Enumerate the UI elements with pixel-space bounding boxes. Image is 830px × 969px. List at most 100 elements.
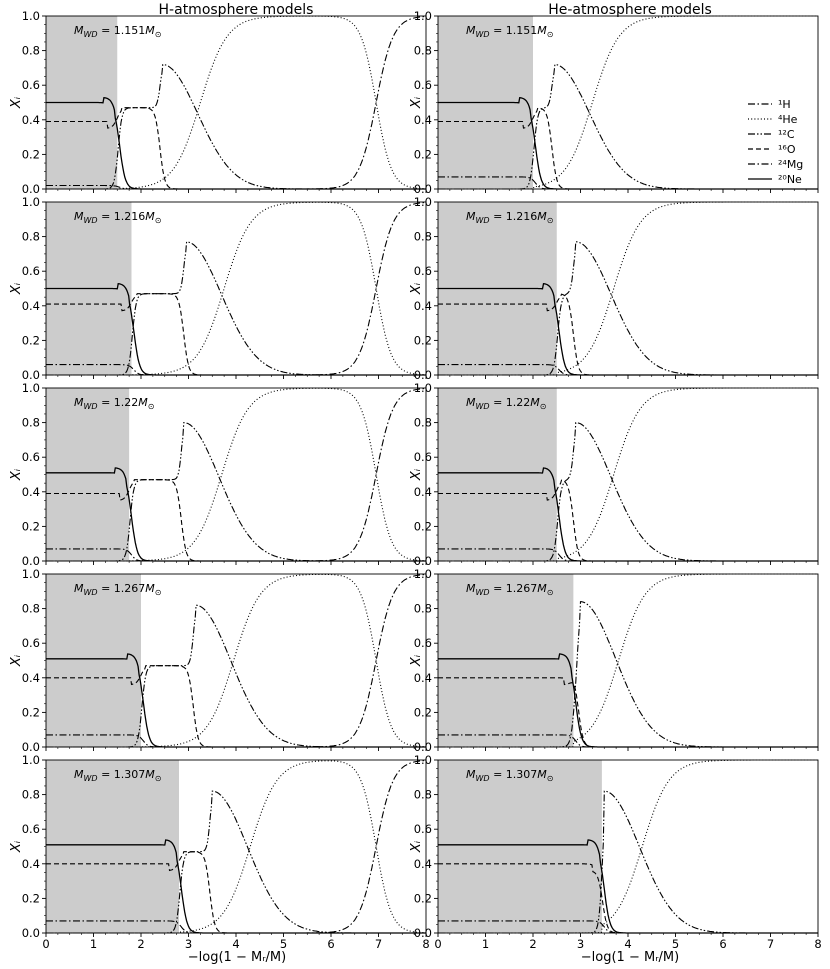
y-tick-label: 1.0 — [22, 9, 40, 23]
y-tick-label: 0.0 — [22, 740, 40, 754]
core-shade — [438, 760, 602, 933]
y-tick-label: 0.0 — [22, 926, 40, 940]
panel-h-1-22: 0.0 0.2 0.4 0.6 0.8 1.0 Xᵢ MWD = 1.22M⊙ — [9, 381, 427, 568]
y-tick-label: 0.4 — [414, 857, 432, 871]
y-tick-label: 0.2 — [22, 147, 40, 161]
panel-h-1-151: 0.0 0.2 0.4 0.6 0.8 1.0 Xᵢ MWD = 1.151M⊙ — [9, 9, 427, 196]
legend: ¹H ⁴He ¹²C ¹⁶O ²⁴Mg ²⁰Ne — [748, 98, 803, 186]
x-tick-label: 3 — [185, 937, 192, 951]
x-tick-label: 7 — [767, 937, 774, 951]
y-tick-label: 1.0 — [22, 195, 40, 209]
panel-he-1-307: 0.0 0.2 0.4 0.6 0.8 1.0 0 1 2 3 4 5 6 7 8 Xᵢ MWD = 1.307… — [409, 753, 822, 951]
y-tick-label: 0.4 — [22, 485, 40, 499]
y-tick-label: 0.8 — [22, 602, 40, 616]
x-tick-label: 5 — [672, 937, 679, 951]
y-tick-label: 0.8 — [22, 230, 40, 244]
y-tick-label: 0.6 — [414, 78, 432, 92]
y-tick-label: 0.2 — [22, 519, 40, 533]
y-tick-label: 0.8 — [414, 788, 432, 802]
x-axis-label-right: −log(1 − Mᵣ/M) — [581, 950, 679, 965]
core-shade — [438, 574, 574, 747]
x-tick-label: 4 — [232, 937, 239, 951]
c12-line — [46, 421, 426, 562]
panel-he-1-267: 0.0 0.2 0.4 0.6 0.8 1.0 Xᵢ MWD = 1.267M⊙ — [409, 567, 819, 754]
y-tick-label: 0.8 — [414, 44, 432, 58]
x-tick-label: 2 — [529, 937, 536, 951]
y-tick-label: 0.2 — [22, 333, 40, 347]
mass-label: MWD = 1.151M⊙ — [74, 24, 161, 39]
x-tick-label: 2 — [137, 937, 144, 951]
x-tick-label: 3 — [577, 937, 584, 951]
y-tick-label: 0.0 — [414, 554, 432, 568]
mass-label: MWD = 1.151M⊙ — [466, 24, 553, 39]
y-tick-label: 0.2 — [22, 705, 40, 719]
y-tick-label: 0.2 — [414, 891, 432, 905]
panels-group: 0.0 0.2 0.4 0.6 0.8 1.0 Xᵢ MWD = 1.151M⊙ 0.0 0.2 0… — [9, 9, 822, 951]
y-tick-label: 0.4 — [22, 857, 40, 871]
y-tick-label: 1.0 — [22, 381, 40, 395]
y-tick-label: 0.0 — [22, 182, 40, 196]
y-tick-label: 0.8 — [414, 230, 432, 244]
mass-label: MWD = 1.307M⊙ — [466, 768, 553, 783]
x-tick-label: 1 — [482, 937, 489, 951]
y-axis-label: Xᵢ — [409, 96, 424, 109]
core-shade — [46, 388, 130, 561]
panel-h-1-307: 0.0 0.2 0.4 0.6 0.8 1.0 0 1 2 3 4 5 6 7 8 Xᵢ MWD = 1.307… — [9, 753, 430, 951]
mass-label: MWD = 1.216M⊙ — [74, 210, 161, 225]
mass-label: MWD = 1.216M⊙ — [466, 210, 553, 225]
y-tick-label: 0.2 — [414, 147, 432, 161]
panel-h-1-216: 0.0 0.2 0.4 0.6 0.8 1.0 Xᵢ MWD = 1.216M⊙ — [9, 195, 427, 382]
y-tick-label: 0.2 — [414, 705, 432, 719]
y-tick-label: 0.8 — [22, 788, 40, 802]
panel-h-1-267: 0.0 0.2 0.4 0.6 0.8 1.0 Xᵢ MWD = 1.267M⊙ — [9, 567, 427, 754]
mass-label: MWD = 1.267M⊙ — [74, 582, 161, 597]
x-tick-label: 4 — [624, 937, 631, 951]
y-axis-label: Xᵢ — [9, 654, 24, 667]
y-tick-label: 0.4 — [414, 485, 432, 499]
mass-label: MWD = 1.22M⊙ — [74, 396, 154, 411]
core-shade — [46, 574, 141, 747]
core-shade — [438, 388, 557, 561]
y-tick-label: 1.0 — [414, 9, 432, 23]
y-axis-label: Xᵢ — [9, 840, 24, 853]
y-tick-label: 0.6 — [22, 636, 40, 650]
he4-line — [46, 573, 427, 748]
x-axis-label-left: −log(1 − Mᵣ/M) — [188, 950, 286, 965]
column-title-he: He-atmosphere models — [548, 2, 712, 18]
y-tick-label: 1.0 — [414, 753, 432, 767]
y-tick-label: 0.4 — [414, 671, 432, 685]
x-tick-label: 6 — [327, 937, 334, 951]
x-tick-label: 6 — [719, 937, 726, 951]
x-tick-label: 0 — [42, 937, 49, 951]
y-tick-label: 1.0 — [414, 381, 432, 395]
y-tick-label: 1.0 — [414, 567, 432, 581]
y-tick-label: 0.6 — [22, 822, 40, 836]
panel-he-1-22: 0.0 0.2 0.4 0.6 0.8 1.0 Xᵢ MWD = 1.22M⊙ — [409, 381, 819, 568]
core-shade — [46, 760, 179, 933]
x-tick-label: 5 — [280, 937, 287, 951]
legend-label: ¹H — [778, 98, 791, 111]
y-tick-label: 0.6 — [414, 264, 432, 278]
y-tick-label: 0.4 — [414, 299, 432, 313]
legend-label: ¹²C — [778, 128, 795, 141]
y-tick-label: 1.0 — [22, 753, 40, 767]
y-tick-label: 0.0 — [414, 740, 432, 754]
mass-label: MWD = 1.22M⊙ — [466, 396, 546, 411]
y-tick-label: 0.6 — [414, 822, 432, 836]
y-tick-label: 1.0 — [22, 567, 40, 581]
y-tick-label: 0.2 — [414, 333, 432, 347]
y-tick-label: 0.8 — [414, 416, 432, 430]
x-tick-label: 8 — [814, 937, 821, 951]
y-axis-label: Xᵢ — [9, 468, 24, 481]
x-tick-label: 8 — [422, 937, 429, 951]
y-tick-label: 0.6 — [22, 78, 40, 92]
legend-label: ²⁴Mg — [778, 158, 803, 171]
y-tick-label: 1.0 — [414, 195, 432, 209]
y-tick-label: 0.0 — [414, 368, 432, 382]
y-tick-label: 0.0 — [414, 926, 432, 940]
legend-label: ¹⁶O — [778, 143, 796, 156]
y-tick-label: 0.4 — [414, 113, 432, 127]
panel-he-1-151: 0.0 0.2 0.4 0.6 0.8 1.0 Xᵢ MWD = 1.151M⊙ — [409, 9, 819, 196]
y-axis-label: Xᵢ — [9, 282, 24, 295]
